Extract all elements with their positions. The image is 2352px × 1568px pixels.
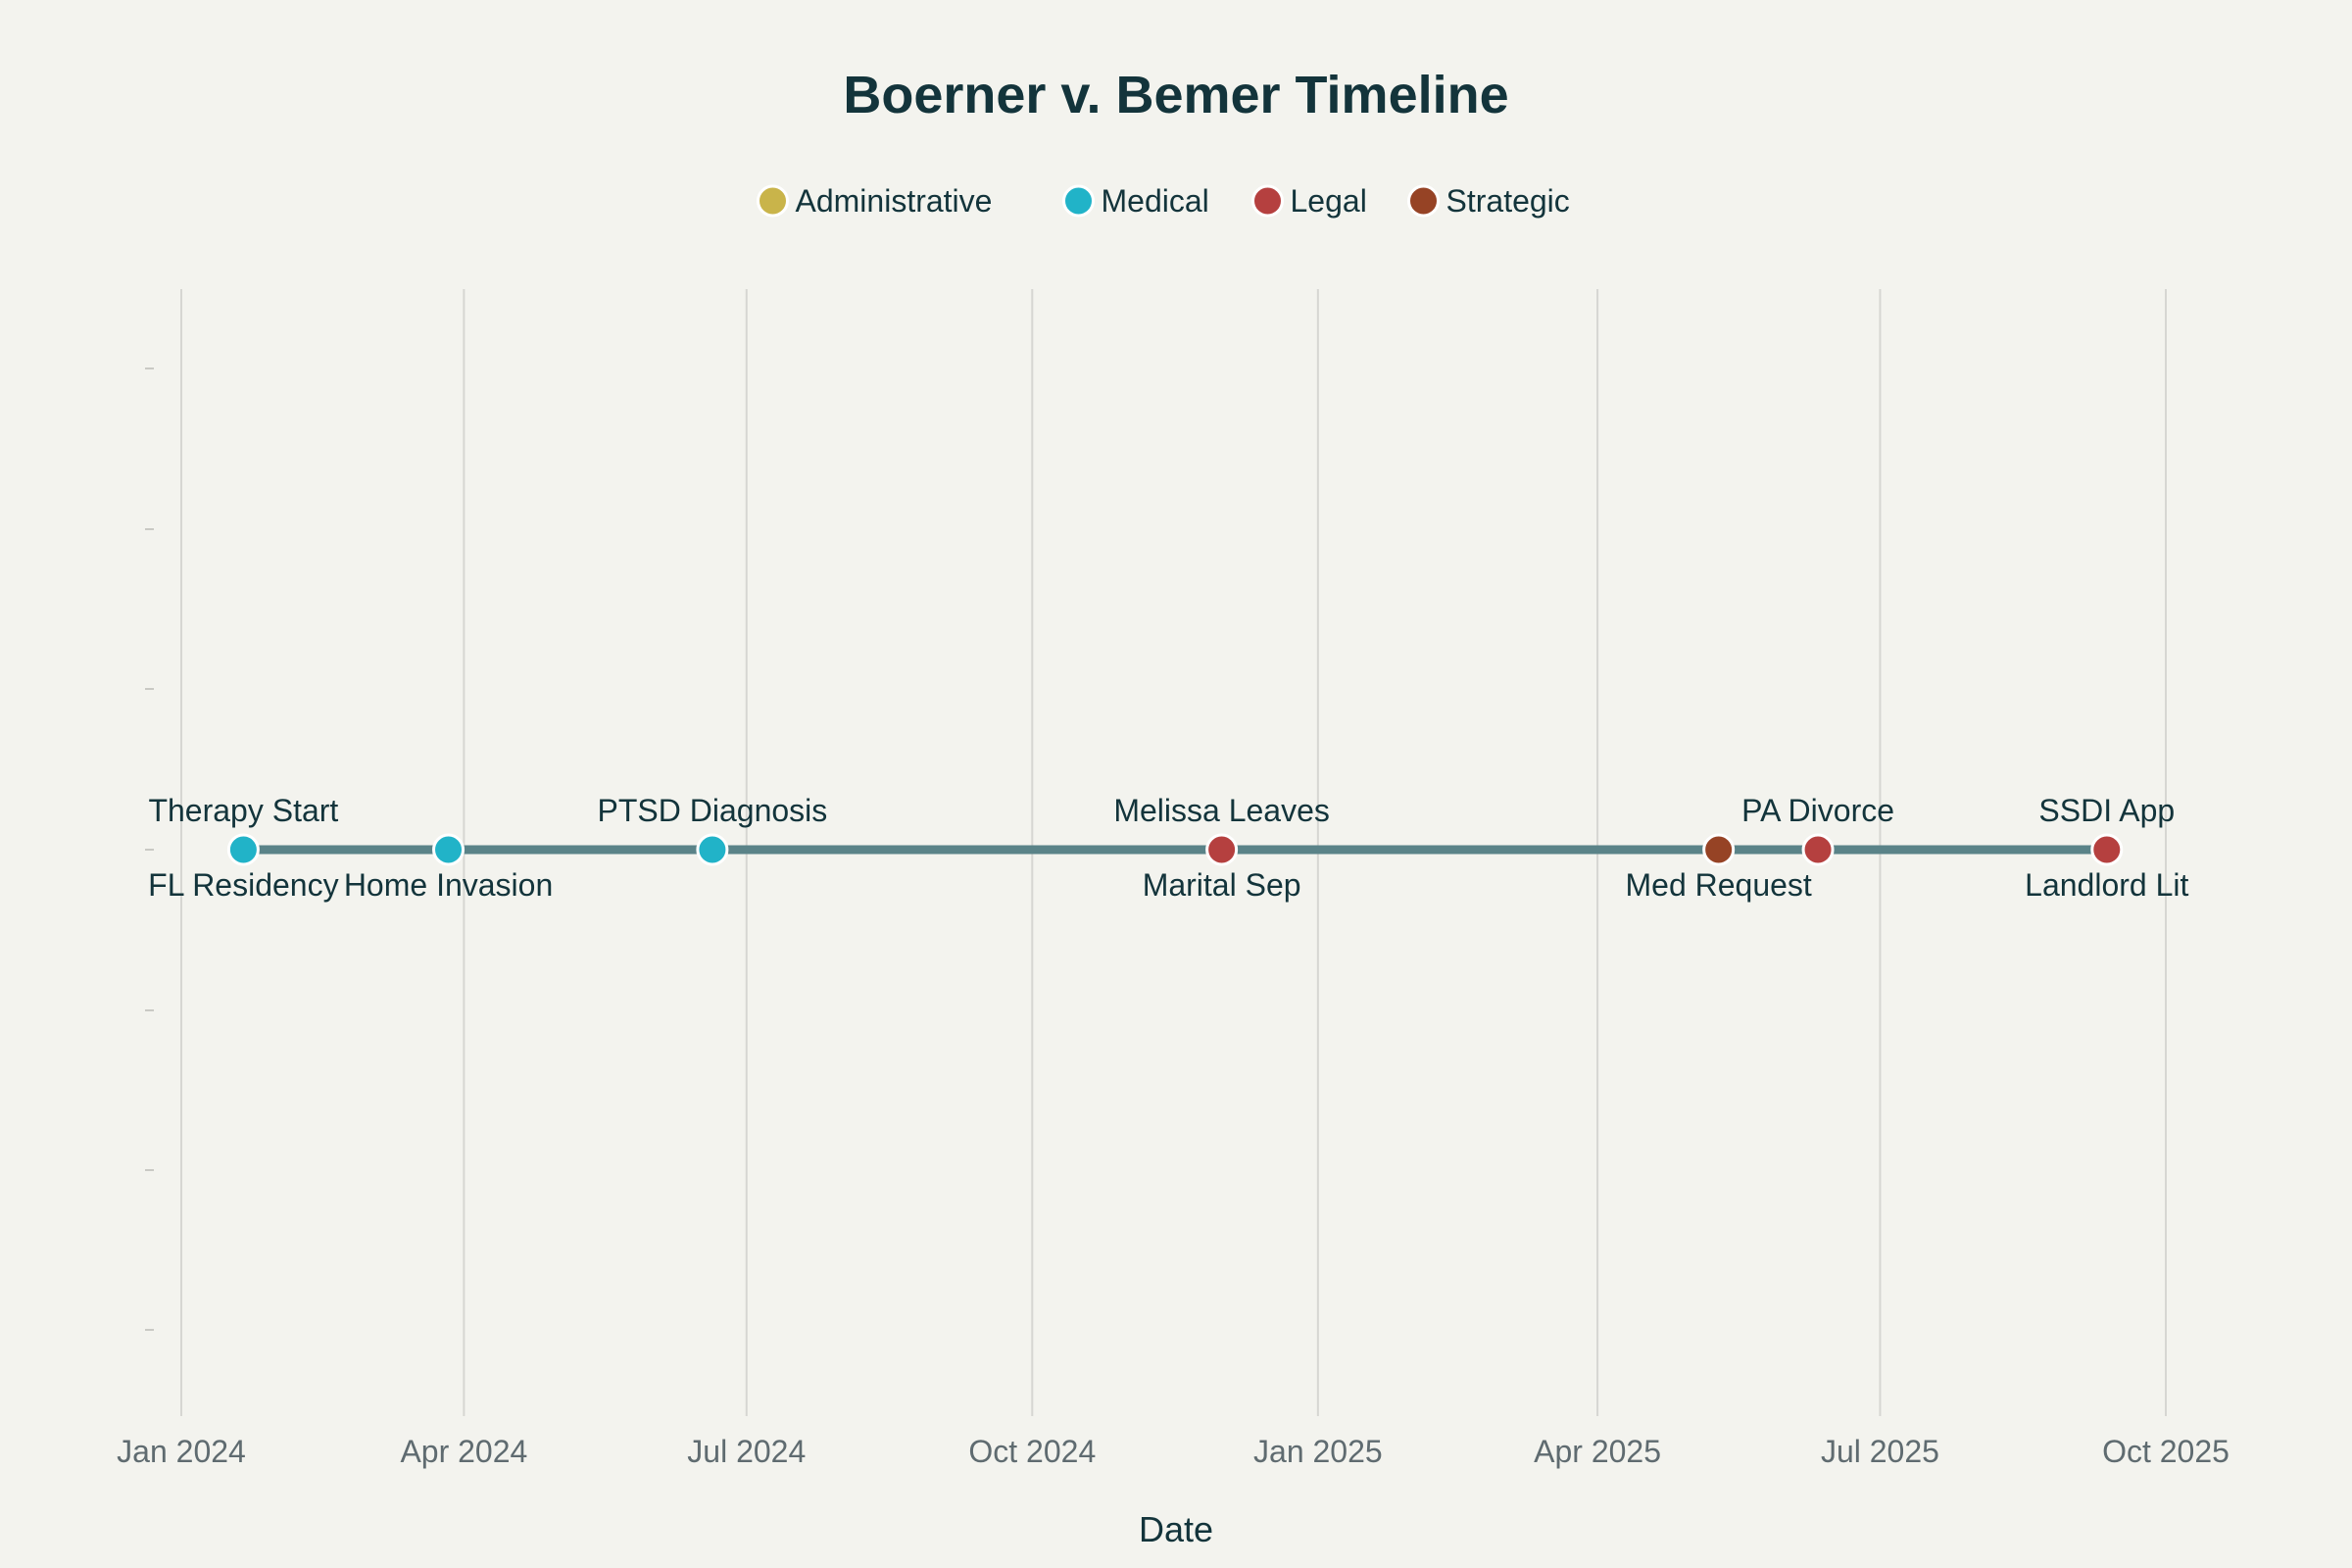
- event-point: [432, 833, 466, 866]
- x-tick-label: Apr 2024: [400, 1434, 527, 1469]
- x-axis-tick-labels: Jan 2024 Apr 2024 Jul 2024 Oct 2024 Jan 2025…: [117, 1434, 2230, 1469]
- legend-label-medical: Medical: [1102, 183, 1209, 219]
- legend-label-legal: Legal: [1291, 183, 1367, 219]
- legend-label-administrative: Administrative: [796, 183, 993, 219]
- event-labels: Therapy Start FL Residency Home Invasion PT…: [148, 793, 2188, 903]
- legend: Administrative Medical Legal Strategic: [757, 183, 1570, 219]
- legend-marker-medical: [1062, 184, 1095, 218]
- legend-marker-legal: [1251, 184, 1284, 218]
- event-label: FL Residency: [148, 867, 338, 903]
- event-label: Med Request: [1625, 867, 1811, 903]
- x-tick-label: Oct 2025: [2102, 1434, 2230, 1469]
- legend-marker-administrative: [757, 184, 789, 218]
- x-tick-label: Apr 2025: [1534, 1434, 1661, 1469]
- event-point: [1801, 833, 1835, 866]
- event-point: [2090, 833, 2124, 866]
- x-tick-label: Jan 2025: [1253, 1434, 1383, 1469]
- event-point: [1702, 833, 1736, 866]
- legend-marker-strategic: [1407, 184, 1440, 218]
- event-label: PTSD Diagnosis: [598, 793, 828, 828]
- x-tick-label: Jan 2024: [117, 1434, 246, 1469]
- legend-label-strategic: Strategic: [1446, 183, 1570, 219]
- event-label: Melissa Leaves: [1113, 793, 1330, 828]
- chart-title: Boerner v. Bemer Timeline: [843, 66, 1508, 124]
- x-tick-label: Jul 2024: [687, 1434, 806, 1469]
- event-point: [1205, 833, 1239, 866]
- event-label: SSDI App: [2038, 793, 2175, 828]
- event-label: Landlord Lit: [2025, 867, 2188, 903]
- event-point: [226, 833, 260, 866]
- x-axis-label: Date: [1139, 1509, 1213, 1549]
- x-tick-label: Oct 2024: [968, 1434, 1096, 1469]
- event-label: Home Invasion: [344, 867, 553, 903]
- event-point: [696, 833, 729, 866]
- y-axis-ticks: [145, 368, 154, 1331]
- event-label: Therapy Start: [148, 793, 338, 828]
- event-label: PA Divorce: [1741, 793, 1894, 828]
- x-tick-label: Jul 2025: [1821, 1434, 1939, 1469]
- event-label: Marital Sep: [1143, 867, 1301, 903]
- event-points: [226, 833, 2124, 866]
